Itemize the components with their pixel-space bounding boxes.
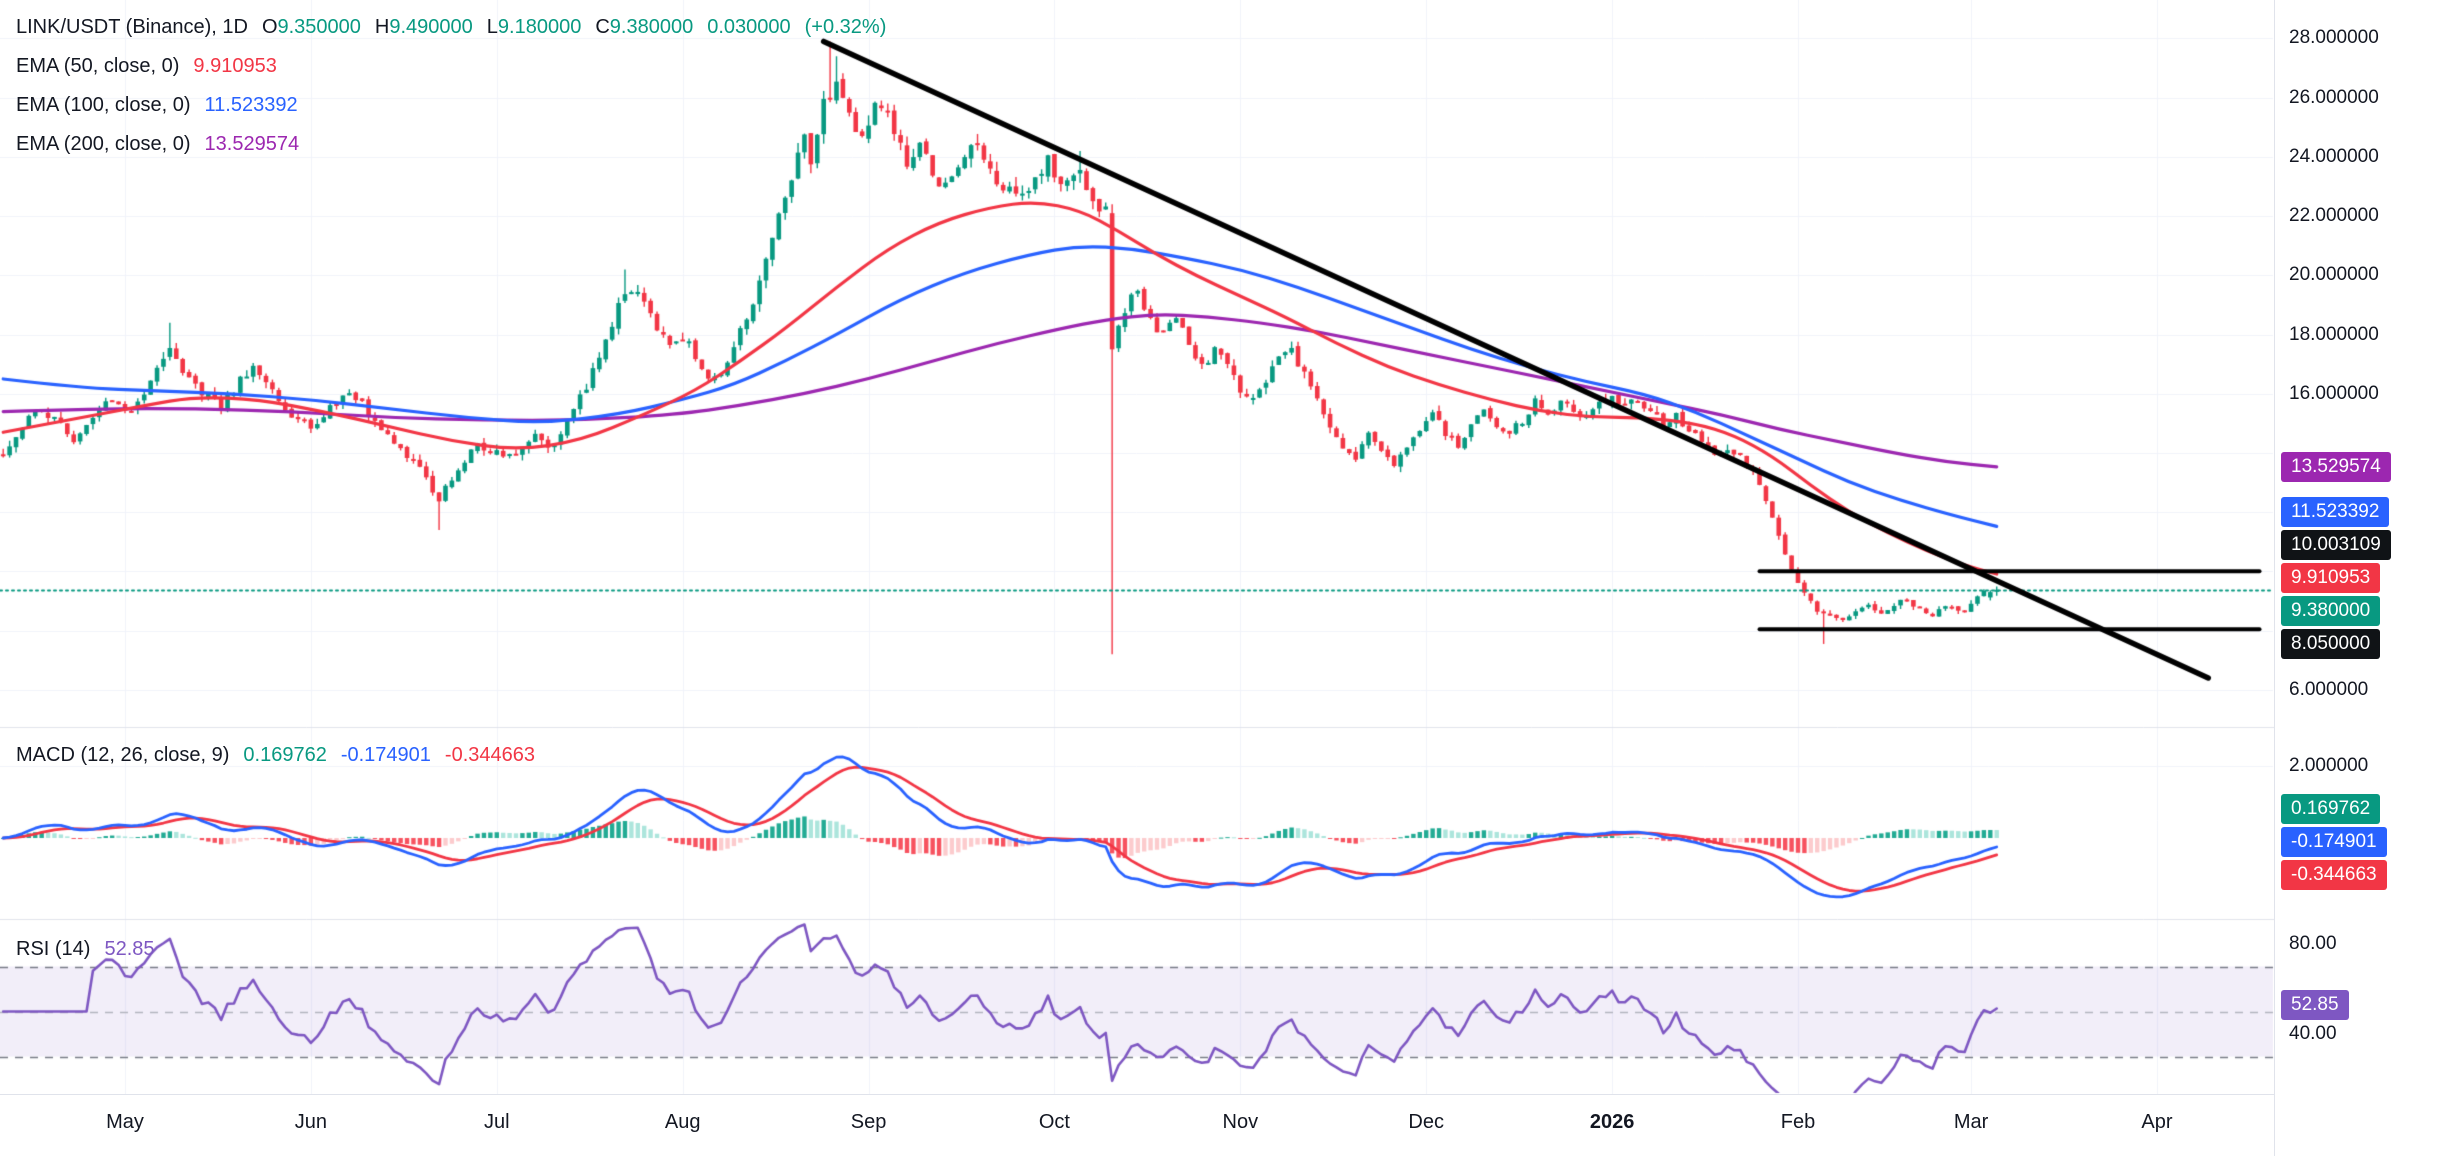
time-tick-sep: Sep [850, 1111, 887, 1133]
price-tick-label: 16.000000 [2289, 382, 2379, 404]
ema50-label: EMA (50, close, 0) [16, 55, 180, 77]
rsi-tick-label: 40.00 [2289, 1023, 2337, 1044]
high-label: H [374, 16, 390, 38]
rsi-label: RSI (14) [16, 938, 91, 960]
rsi-tick-label: 80.00 [2289, 933, 2337, 954]
price-tick-label: 26.000000 [2289, 86, 2379, 108]
high-value: 9.490000 [389, 16, 473, 38]
price-tick-label: 6.000000 [2289, 678, 2369, 700]
rsi-value-badge: 52.85 [2281, 990, 2349, 1021]
close-label: C [595, 16, 610, 38]
macd-signal-badge: -0.344663 [2281, 860, 2387, 891]
time-axis[interactable]: May Jun Jul Aug Sep Oct Nov Dec 2026 Feb Mar Apr [0, 1094, 2450, 1156]
close-pair: C 9.380000 [595, 14, 693, 40]
low-pair: L 9.180000 [487, 14, 582, 40]
high-pair: H 9.490000 [375, 14, 473, 40]
time-tick-2026: 2026 [1589, 1111, 1635, 1133]
symbol-legend: LINK/USDT (Binance), 1D O 9.350000 H 9.490… [16, 14, 886, 157]
time-tick-feb: Feb [1780, 1111, 1816, 1133]
ema50-price-badge: 9.910953 [2281, 563, 2381, 594]
symbol-title: LINK/USDT (Binance), 1D [16, 16, 248, 38]
ema50-legend-row[interactable]: EMA (50, close, 0) 9.910953 [16, 53, 886, 79]
change-percent: (+0.32%) [804, 16, 887, 38]
price-axis[interactable]: 28.000000 26.000000 24.000000 22.000000 20.0… [2274, 0, 2450, 1156]
macd-signal-value: -0.344663 [444, 744, 535, 766]
macd-label: MACD (12, 26, close, 9) [16, 744, 230, 766]
macd-legend: MACD (12, 26, close, 9) 0.169762 -0.1749… [16, 742, 535, 768]
rsi-legend: RSI (14) 52.85 [16, 936, 155, 962]
macd-hist-value: 0.169762 [243, 744, 327, 766]
open-pair: O 9.350000 [262, 14, 361, 40]
rsi-legend-row[interactable]: RSI (14) 52.85 [16, 936, 155, 962]
support-line-badge: 8.050000 [2281, 629, 2381, 660]
symbol-title-row[interactable]: LINK/USDT (Binance), 1D O 9.350000 H 9.490… [16, 14, 886, 40]
time-tick-jun: Jun [294, 1111, 327, 1133]
low-value: 9.180000 [497, 16, 582, 38]
close-value: 9.380000 [609, 16, 694, 38]
ema200-label: EMA (200, close, 0) [16, 133, 191, 155]
open-label: O [261, 16, 278, 38]
change-value: 0.030000 [707, 16, 791, 38]
time-tick-may: May [106, 1111, 144, 1133]
price-tick-label: 28.000000 [2289, 27, 2379, 49]
resistance-line-badge: 10.003109 [2281, 530, 2391, 561]
ema100-label: EMA (100, close, 0) [16, 94, 191, 116]
time-tick-oct: Oct [1038, 1111, 1070, 1133]
macd-tick-label: 2.000000 [2289, 755, 2369, 776]
time-tick-nov: Nov [1222, 1111, 1259, 1133]
time-tick-aug: Aug [664, 1111, 701, 1133]
time-tick-jul: Jul [483, 1111, 510, 1133]
price-tick-label: 22.000000 [2289, 205, 2379, 227]
ema200-legend-row[interactable]: EMA (200, close, 0) 13.529574 [16, 131, 886, 157]
price-tick-label: 18.000000 [2289, 323, 2379, 345]
ema100-price-badge: 11.523392 [2281, 497, 2390, 528]
open-value: 9.350000 [277, 16, 361, 38]
ema50-value: 9.910953 [193, 55, 277, 77]
ema100-value: 11.523392 [204, 94, 298, 116]
ema200-value: 13.529574 [204, 133, 300, 155]
price-tick-label: 20.000000 [2289, 264, 2379, 286]
price-tick-label: 24.000000 [2289, 145, 2379, 167]
ema200-price-badge: 13.529574 [2281, 451, 2391, 482]
low-label: L [486, 16, 498, 38]
rsi-value: 52.85 [104, 938, 155, 960]
ema100-legend-row[interactable]: EMA (100, close, 0) 11.523392 [16, 92, 886, 118]
macd-line-value: -0.174901 [340, 744, 431, 766]
macd-line-badge: -0.174901 [2281, 827, 2387, 858]
macd-legend-row[interactable]: MACD (12, 26, close, 9) 0.169762 -0.1749… [16, 742, 535, 768]
time-tick-apr: Apr [2141, 1111, 2173, 1133]
macd-hist-badge: 0.169762 [2281, 794, 2381, 825]
time-tick-dec: Dec [1408, 1111, 1445, 1133]
time-tick-mar: Mar [1953, 1111, 1989, 1133]
last-price-badge: 9.380000 [2281, 596, 2381, 627]
